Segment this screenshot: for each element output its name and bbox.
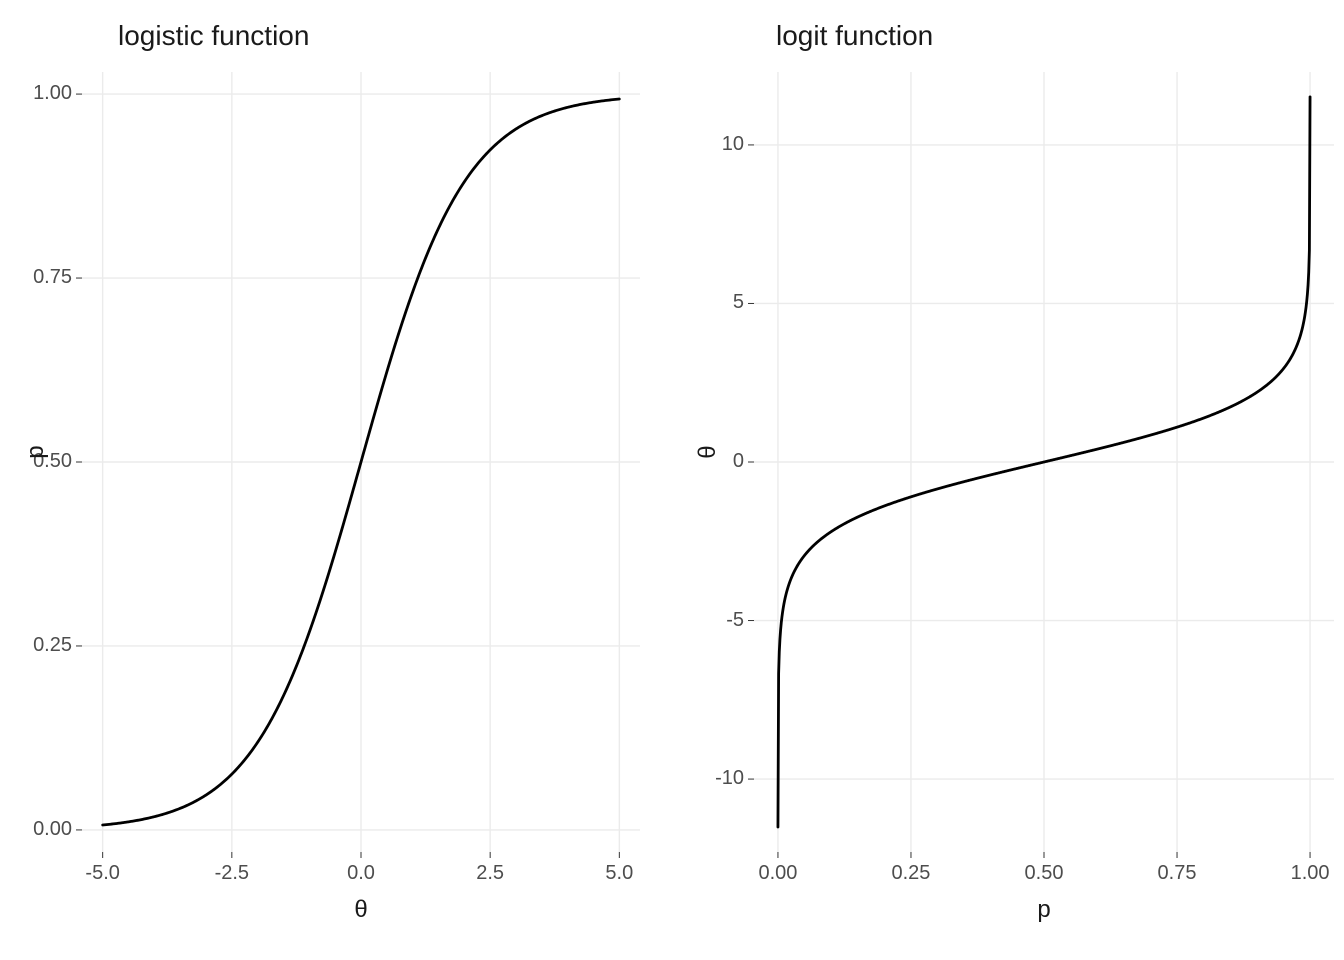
y-tick-label: 0.25	[33, 634, 72, 657]
y-tick-label: 5	[733, 291, 744, 314]
x-tick-label: 0.0	[331, 862, 391, 885]
y-tick-label: -5	[726, 609, 744, 632]
x-tick-label: 1.00	[1280, 862, 1340, 885]
panel-logit: logit function 0.00 0.25 0.50 0.75 1.00 -10 -5 0…	[672, 0, 1344, 960]
x-tick-label: 2.5	[460, 862, 520, 885]
figure-two-panel: logistic function -5.0 -2.5 0.0 2.5 5.0 0.00 0.…	[0, 0, 1344, 960]
y-axis-label: p	[22, 432, 50, 472]
y-tick-label: -10	[715, 767, 744, 790]
x-tick-label: 0.25	[881, 862, 941, 885]
panel-logistic: logistic function -5.0 -2.5 0.0 2.5 5.0 0.00 0.…	[0, 0, 672, 960]
y-tick-label: 10	[722, 133, 744, 156]
chart-title: logistic function	[118, 20, 309, 52]
y-tick-label: 0.00	[33, 818, 72, 841]
y-tick-label: 0	[733, 450, 744, 473]
y-tick-label: 1.00	[33, 82, 72, 105]
x-tick-label: 5.0	[589, 862, 649, 885]
x-tick-label: 0.50	[1014, 862, 1074, 885]
x-axis-label: θ	[82, 896, 640, 924]
x-tick-label: -2.5	[202, 862, 262, 885]
x-tick-label: 0.00	[748, 862, 808, 885]
x-tick-label: -5.0	[73, 862, 133, 885]
chart-title: logit function	[776, 20, 933, 52]
chart-svg	[672, 0, 1344, 960]
x-axis-label: p	[754, 896, 1334, 924]
chart-svg	[0, 0, 672, 960]
y-axis-label: θ	[694, 432, 722, 472]
x-tick-label: 0.75	[1147, 862, 1207, 885]
y-tick-label: 0.75	[33, 266, 72, 289]
